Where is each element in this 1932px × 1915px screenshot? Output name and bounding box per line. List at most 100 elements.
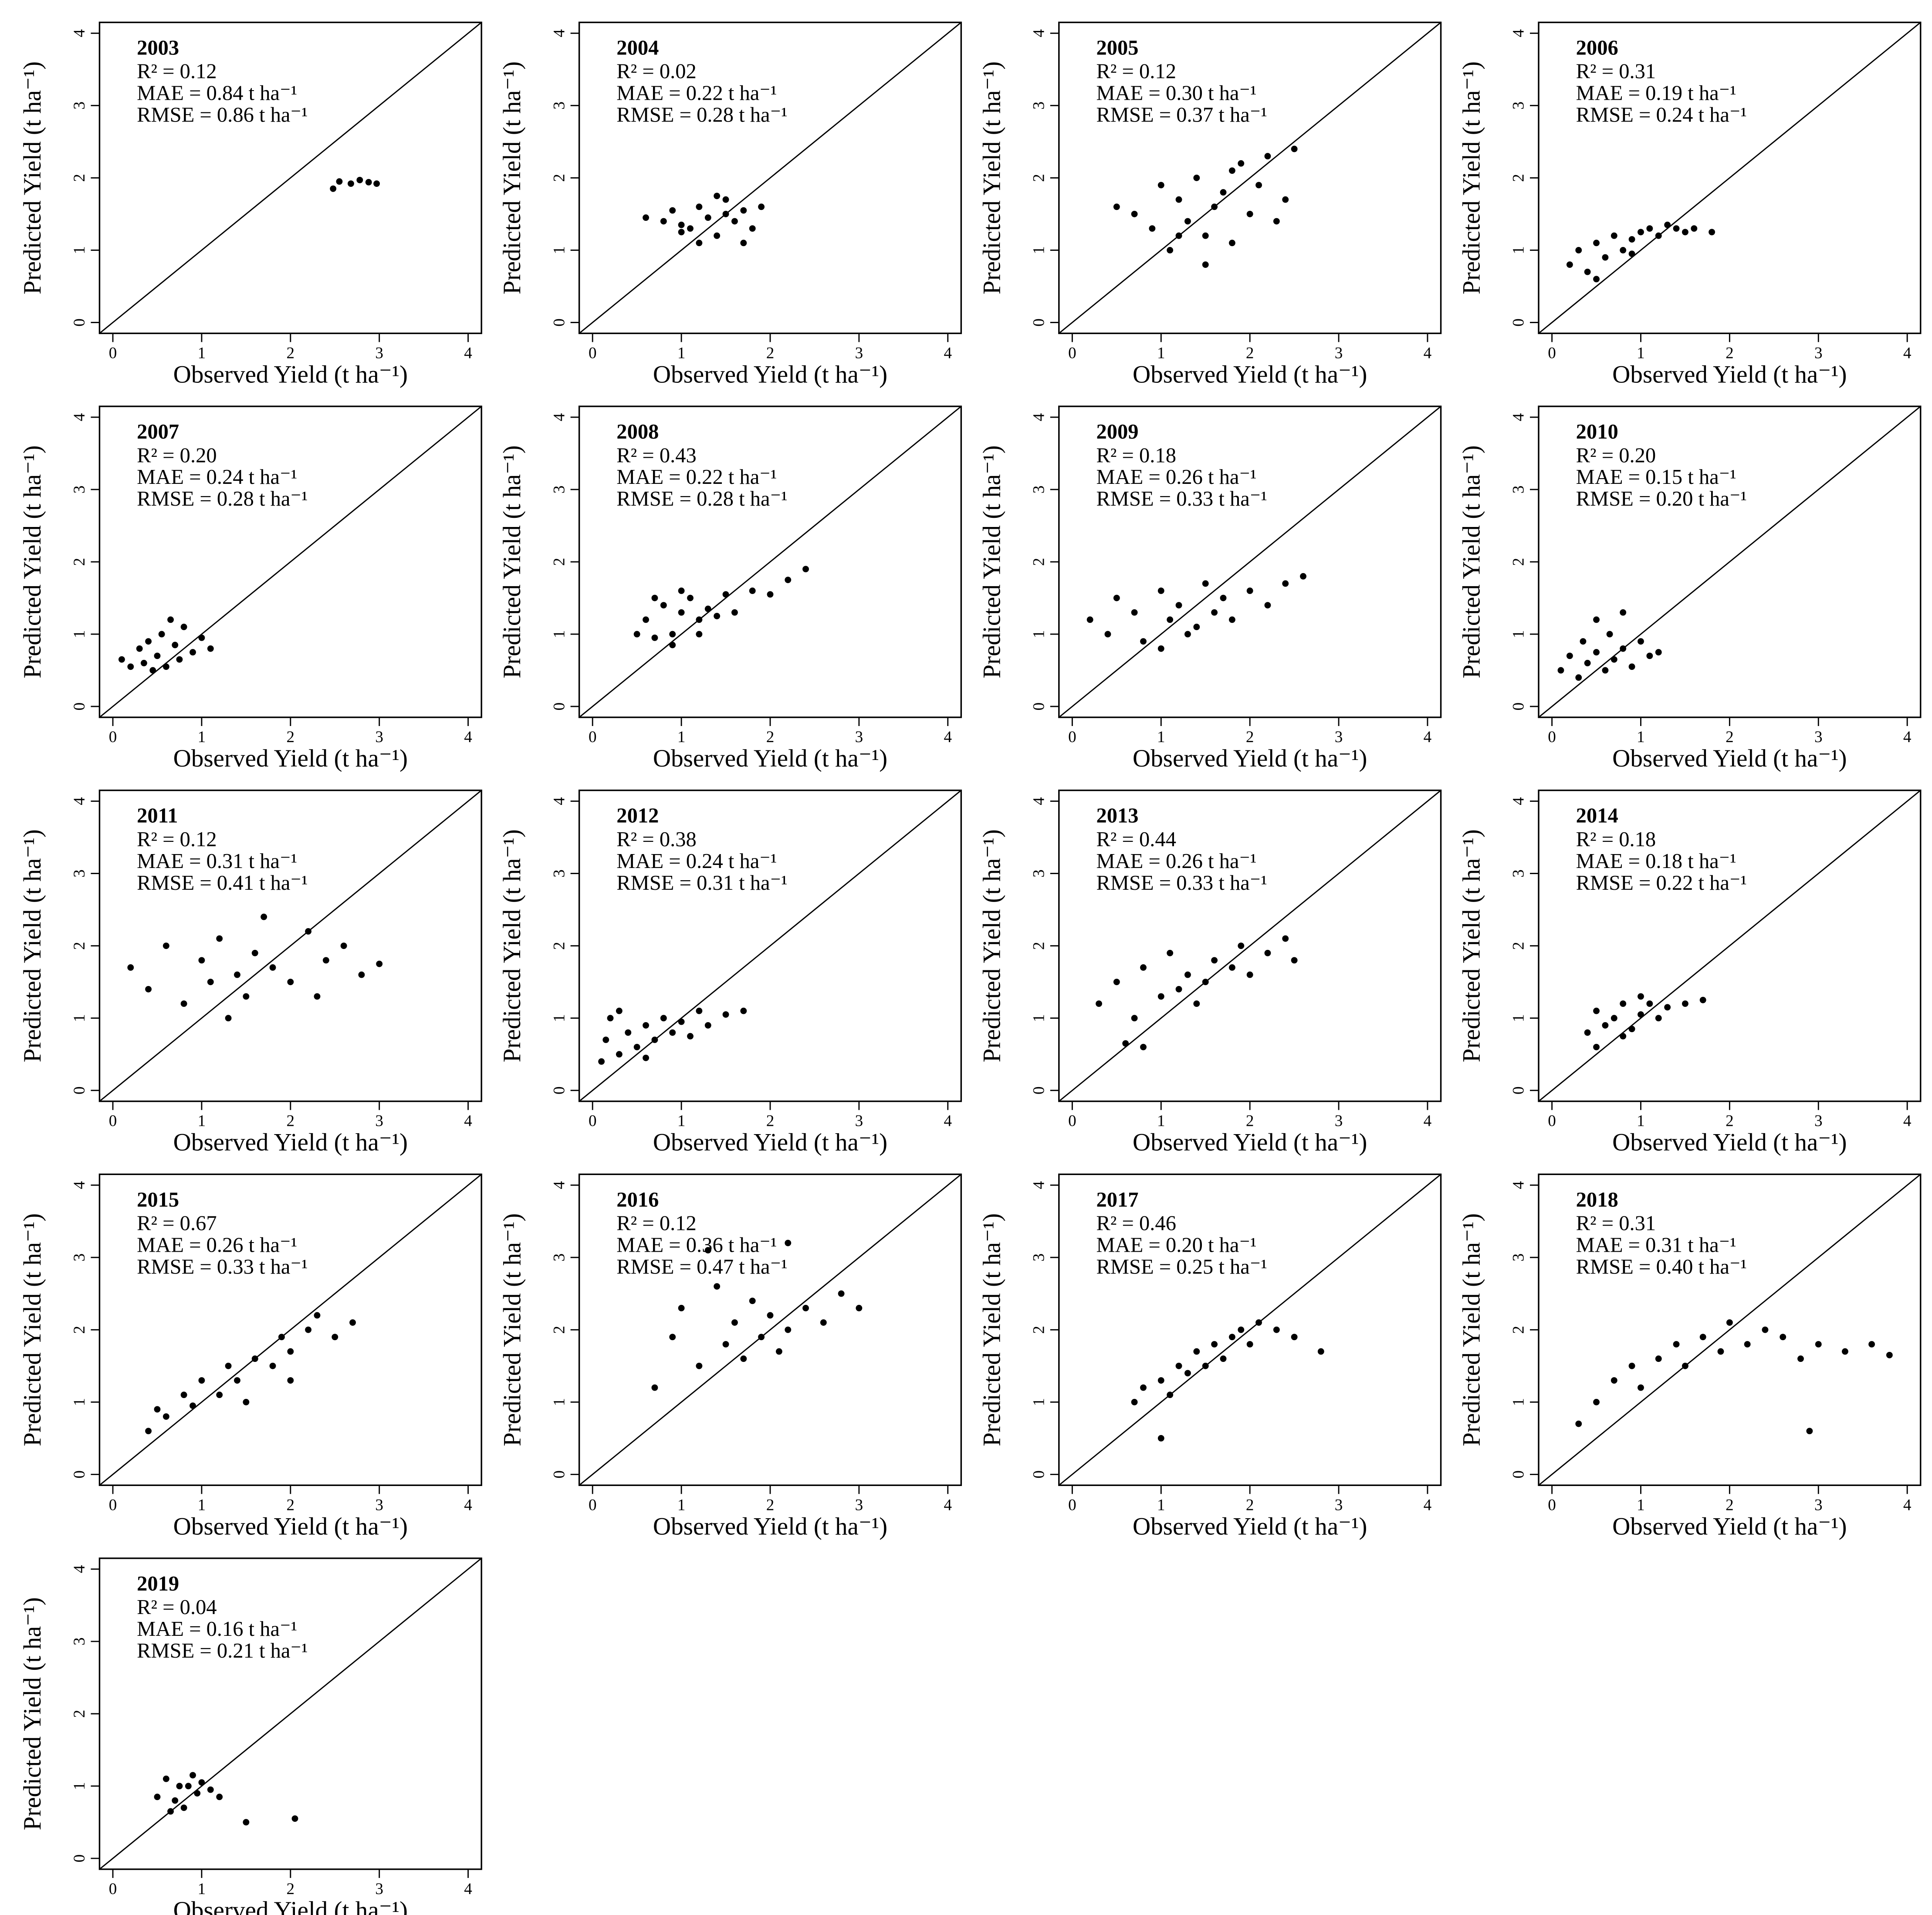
point [704, 1022, 711, 1029]
point [660, 1015, 667, 1022]
y-tick-label: 1 [550, 1398, 568, 1406]
y-tick-label: 3 [1510, 869, 1528, 878]
point [1620, 645, 1627, 652]
point [1868, 1341, 1875, 1348]
point [1264, 153, 1271, 160]
panel-title: 2016 [616, 1188, 659, 1211]
point [243, 1398, 250, 1405]
point [1184, 1370, 1191, 1377]
point [669, 207, 676, 214]
point [1602, 667, 1609, 674]
point [207, 1786, 214, 1793]
y-axis-label: Predicted Yield (t ha⁻¹) [1458, 445, 1485, 678]
annotation: RMSE = 0.33 t ha⁻¹ [137, 1255, 308, 1278]
point [1291, 1334, 1298, 1341]
annotation: MAE = 0.31 t ha⁻¹ [1576, 1234, 1736, 1257]
y-tick-label: 4 [71, 1565, 88, 1574]
point [198, 957, 205, 964]
point [678, 588, 685, 594]
point [136, 645, 143, 652]
point [149, 667, 156, 674]
y-tick-label: 3 [71, 486, 88, 494]
y-tick-label: 0 [71, 318, 88, 327]
point [740, 207, 747, 214]
point [167, 1808, 174, 1815]
point [1317, 1348, 1324, 1355]
point [1291, 957, 1298, 964]
x-tick-label: 1 [198, 1112, 206, 1130]
one-to-one-line [99, 1174, 482, 1486]
x-tick-label: 4 [1424, 1496, 1432, 1514]
y-tick-label: 2 [71, 174, 88, 182]
y-tick-label: 3 [1030, 869, 1048, 878]
point [1104, 631, 1111, 638]
y-tick-label: 2 [1030, 558, 1048, 566]
point [660, 602, 667, 609]
point [365, 179, 372, 186]
point [162, 1413, 169, 1420]
annotation: MAE = 0.26 t ha⁻¹ [137, 1234, 297, 1257]
point [1193, 1000, 1200, 1007]
point [1611, 656, 1617, 663]
point [678, 1305, 685, 1311]
y-tick-label: 0 [550, 703, 568, 711]
x-tick-label: 0 [109, 344, 117, 362]
x-tick-label: 4 [464, 1496, 472, 1514]
x-tick-label: 1 [198, 728, 206, 746]
x-tick-label: 0 [1548, 1496, 1556, 1514]
annotation: MAE = 0.24 t ha⁻¹ [137, 466, 297, 489]
point [1202, 979, 1209, 986]
point [678, 229, 685, 236]
panel-title: 2010 [1576, 420, 1618, 443]
point [1300, 573, 1306, 580]
x-tick-label: 3 [375, 1880, 383, 1898]
one-to-one-line [1539, 406, 1921, 718]
point [616, 1007, 623, 1014]
plot-area [99, 790, 482, 1101]
x-tick-label: 2 [287, 1112, 295, 1130]
y-tick-label: 2 [550, 1326, 568, 1334]
x-tick-label: 3 [375, 1496, 383, 1514]
one-to-one-line [1059, 1174, 1441, 1486]
point [687, 1033, 694, 1040]
point [1886, 1351, 1893, 1358]
point [251, 949, 258, 956]
point [678, 609, 685, 616]
panel: 0 1 2 3 4 0 1 2 3 4 Observed Yield (t ha⁻¹) Predict… [19, 789, 482, 1156]
point [1184, 971, 1191, 978]
point [1602, 254, 1609, 261]
x-tick-label: 2 [287, 728, 295, 746]
y-tick-label: 4 [71, 1181, 88, 1189]
point [158, 631, 165, 638]
point [731, 1319, 738, 1326]
point [1620, 1033, 1627, 1040]
x-tick-label: 2 [287, 344, 295, 362]
x-tick-label: 2 [1726, 728, 1734, 746]
panel-title: 2014 [1576, 804, 1618, 827]
point [198, 1377, 205, 1384]
y-tick-label: 1 [71, 1398, 88, 1406]
point [1255, 182, 1262, 189]
point [127, 964, 134, 971]
x-tick-label: 1 [677, 1112, 686, 1130]
one-to-one-line [1539, 1174, 1921, 1486]
x-axis-label: Observed Yield (t ha⁻¹) [173, 1129, 408, 1156]
y-tick-label: 0 [71, 1854, 88, 1863]
panel: 0 1 2 3 4 0 1 2 3 4 Observed Yield (t ha⁻¹) Predict… [978, 789, 1442, 1156]
x-tick-label: 0 [1548, 728, 1556, 746]
annotation: RMSE = 0.41 t ha⁻¹ [137, 871, 308, 895]
plot-area [1539, 790, 1921, 1101]
y-tick-label: 2 [71, 1326, 88, 1334]
point [722, 196, 729, 203]
point [1238, 1326, 1245, 1333]
y-tick-label: 0 [1510, 1470, 1528, 1479]
y-tick-label: 2 [71, 942, 88, 950]
x-tick-label: 2 [287, 1496, 295, 1514]
point [616, 1051, 623, 1058]
annotation: R² = 0.67 [137, 1212, 217, 1235]
annotation: RMSE = 0.21 t ha⁻¹ [137, 1639, 308, 1662]
annotation: R² = 0.12 [137, 828, 217, 851]
y-axis-label: Predicted Yield (t ha⁻¹) [978, 1213, 1005, 1446]
x-tick-label: 3 [1335, 1496, 1343, 1514]
